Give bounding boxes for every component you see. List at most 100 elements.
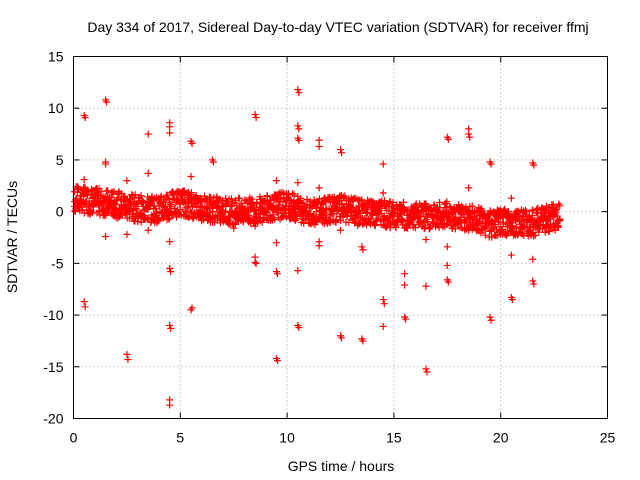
data-point — [455, 201, 463, 209]
data-point — [131, 191, 139, 199]
data-point — [251, 110, 259, 118]
data-point — [315, 242, 323, 250]
data-point — [465, 226, 473, 234]
data-point — [406, 220, 414, 228]
y-axis-label: SDTVAR / TECUs — [4, 181, 20, 293]
data-point — [187, 189, 195, 197]
data-point — [459, 210, 467, 218]
data-point — [179, 192, 187, 200]
data-point — [529, 255, 537, 263]
data-point — [77, 196, 85, 204]
data-point — [401, 270, 409, 278]
data-point — [352, 218, 360, 226]
data-point — [112, 201, 120, 209]
data-point — [444, 278, 452, 286]
data-point — [451, 225, 459, 233]
data-point — [123, 350, 131, 358]
data-point — [291, 216, 299, 224]
data-point — [443, 198, 451, 206]
x-tick-label: 0 — [70, 430, 78, 446]
data-point — [272, 177, 280, 185]
data-point — [379, 296, 387, 304]
plot-frame — [73, 56, 608, 419]
data-point — [397, 210, 405, 218]
data-point — [379, 160, 387, 168]
data-point — [176, 200, 184, 208]
data-point — [556, 202, 564, 210]
x-tick-label: 15 — [386, 430, 402, 446]
data-point — [443, 261, 451, 269]
data-points — [70, 86, 564, 409]
data-point — [144, 169, 152, 177]
data-point — [338, 334, 346, 342]
data-point — [80, 176, 88, 184]
data-point — [75, 185, 83, 193]
data-point — [315, 142, 323, 150]
data-point — [289, 189, 297, 197]
data-point — [290, 191, 298, 199]
data-point — [348, 203, 356, 211]
data-point — [353, 211, 361, 219]
data-point — [422, 282, 430, 290]
data-point — [533, 205, 541, 213]
data-point — [371, 222, 379, 230]
data-point — [244, 200, 252, 208]
data-point — [272, 239, 280, 247]
data-point — [166, 401, 174, 409]
y-tick-label: 5 — [56, 152, 64, 168]
y-tick-label: -15 — [43, 359, 63, 375]
data-point — [465, 184, 473, 192]
data-point — [422, 236, 430, 244]
data-point — [401, 281, 409, 289]
data-point — [508, 222, 516, 230]
y-tick-label: -5 — [51, 255, 64, 271]
data-point — [167, 200, 175, 208]
data-point — [294, 179, 302, 187]
data-point — [73, 194, 81, 202]
data-point — [465, 130, 473, 138]
data-point — [200, 216, 208, 224]
data-point — [487, 316, 495, 324]
x-tick-label: 20 — [493, 430, 509, 446]
data-point — [486, 313, 494, 321]
y-tick-label: -20 — [43, 411, 63, 427]
x-tick-label: 25 — [600, 430, 616, 446]
data-point — [179, 188, 187, 196]
data-point — [311, 221, 319, 229]
data-point — [268, 215, 276, 223]
data-point — [487, 160, 495, 168]
data-point — [389, 198, 397, 206]
grid-lines — [73, 56, 608, 419]
data-point — [167, 325, 175, 333]
data-point — [374, 210, 382, 218]
tick-labels: 0 5 10 15 20 25 -20 -15 -10 -5 0 5 10 15 — [43, 49, 615, 446]
data-point — [114, 191, 122, 199]
data-point — [552, 208, 560, 216]
data-point — [359, 246, 367, 254]
data-point — [518, 217, 526, 225]
data-point — [513, 208, 521, 216]
data-point — [292, 215, 300, 223]
data-point — [358, 243, 366, 251]
axis-ticks — [73, 56, 608, 419]
data-point — [102, 232, 110, 240]
data-point — [251, 222, 259, 230]
data-point — [380, 300, 388, 308]
data-point — [166, 129, 174, 137]
data-point — [338, 149, 346, 157]
data-point — [188, 304, 196, 312]
data-point — [369, 198, 377, 206]
data-point — [93, 189, 101, 197]
data-point — [315, 136, 323, 144]
x-tick-label: 10 — [279, 430, 295, 446]
data-point — [295, 89, 303, 97]
data-point — [252, 114, 260, 122]
data-point — [103, 98, 111, 106]
chart-title: Day 334 of 2017, Sidereal Day-to-day VTE… — [87, 19, 588, 35]
data-point — [273, 205, 281, 213]
data-point — [539, 205, 547, 213]
data-point — [186, 207, 194, 215]
data-point — [422, 365, 430, 373]
data-point — [419, 207, 427, 215]
data-point — [379, 322, 387, 330]
